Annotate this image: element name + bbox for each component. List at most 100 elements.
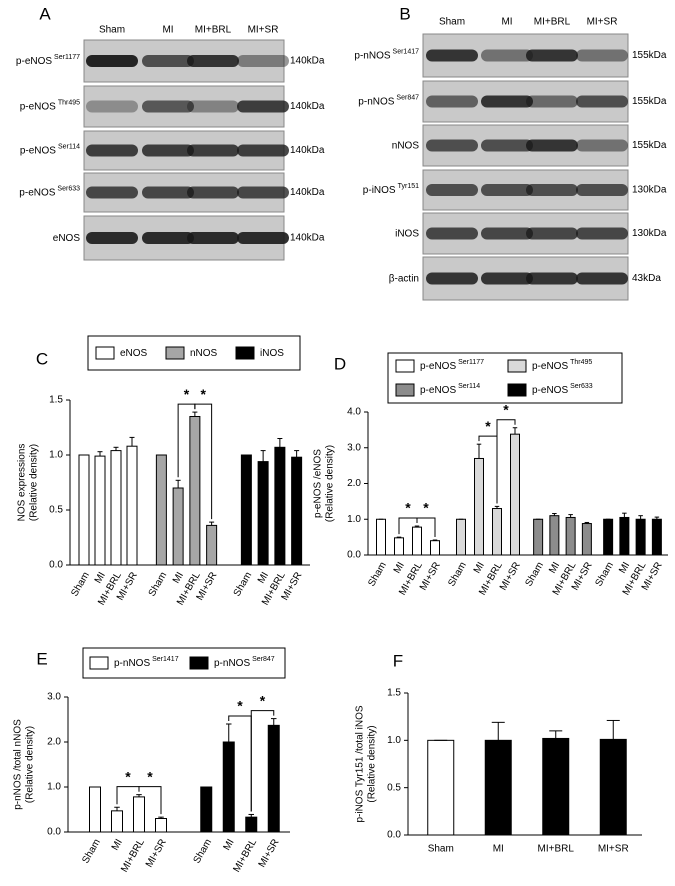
- legend-label: p-eNOS Ser633: [532, 383, 593, 396]
- x-tick-label: Sham: [593, 560, 616, 588]
- bar: [542, 737, 570, 836]
- band: [426, 184, 478, 196]
- legend-box: [87, 335, 301, 371]
- legend-label-superscript: Ser633: [570, 383, 593, 390]
- significance-label: *: [405, 500, 411, 516]
- legend-label-main: iNOS: [260, 348, 284, 359]
- bar: [291, 456, 303, 566]
- row-label: β-actin: [389, 273, 419, 284]
- bar: [245, 816, 258, 833]
- bar: [155, 818, 167, 833]
- y-tick-label: 1.0: [347, 514, 361, 525]
- y-axis-label: (Relative density): [325, 445, 336, 522]
- bar: [394, 537, 404, 556]
- band: [526, 95, 578, 108]
- row-label: p-nNOS Ser1417: [354, 48, 419, 61]
- molecular-weight: 140kDa: [290, 145, 325, 156]
- legend-swatch: [89, 656, 109, 670]
- legend-swatch: [507, 359, 527, 373]
- row-label: iNOS: [395, 228, 419, 239]
- column-label: MI: [501, 17, 512, 28]
- legend-label: iNOS: [260, 348, 284, 359]
- band: [237, 186, 289, 199]
- row-label-main: p-nNOS: [354, 50, 390, 61]
- row-label-superscript: Ser1177: [54, 54, 80, 61]
- legend-label: p-eNOS Ser1177: [420, 359, 484, 372]
- legend-label-main: p-nNOS: [114, 658, 150, 669]
- row-label-main: iNOS: [395, 228, 419, 239]
- band: [481, 139, 533, 152]
- legend-swatch: [235, 346, 255, 360]
- band: [526, 272, 578, 285]
- legend-swatch: [395, 383, 415, 397]
- legend-label-main: p-eNOS: [532, 385, 568, 396]
- y-tick-label: 2.0: [47, 737, 61, 748]
- significance-label: *: [125, 768, 131, 784]
- x-tick-label: Sham: [523, 560, 546, 588]
- band: [526, 184, 578, 196]
- bar: [599, 738, 627, 836]
- y-tick-label: 2.0: [347, 478, 361, 489]
- y-axis-label: (Relative density): [367, 725, 378, 802]
- bar: [533, 518, 544, 556]
- row-label-superscript: Ser847: [396, 94, 419, 101]
- y-tick-label: 3.0: [347, 442, 361, 453]
- band: [576, 227, 628, 240]
- x-tick-label: MI+SR: [598, 844, 629, 855]
- bar: [240, 454, 252, 566]
- band: [142, 232, 194, 244]
- band: [237, 232, 289, 244]
- x-tick-label: MI: [171, 570, 186, 585]
- x-tick-label: Sham: [232, 570, 255, 598]
- molecular-weight: 140kDa: [290, 187, 325, 198]
- x-tick-label: Sham: [80, 837, 103, 865]
- bar: [510, 433, 520, 556]
- column-label: MI+SR: [248, 25, 279, 36]
- band: [526, 139, 578, 152]
- band: [576, 184, 628, 196]
- panel-label: B: [399, 4, 410, 23]
- y-tick-label: 0.0: [387, 830, 401, 841]
- band: [86, 144, 138, 157]
- bar: [635, 518, 646, 556]
- legend-swatch: [165, 346, 185, 360]
- panel-label: C: [36, 349, 48, 368]
- legend-box: [82, 647, 286, 679]
- legend-label: p-nNOS Ser1417: [114, 656, 179, 669]
- bar: [172, 487, 184, 566]
- x-tick-label: MI: [256, 570, 271, 585]
- legend-label-superscript: Ser1177: [458, 359, 484, 366]
- row-label-superscript: Thr495: [58, 99, 80, 106]
- y-axis-label: (Relative density): [29, 444, 40, 521]
- row-label-main: p-eNOS: [20, 101, 56, 112]
- band: [426, 139, 478, 152]
- legend-label-superscript: Ser847: [252, 656, 275, 663]
- molecular-weight: 130kDa: [632, 228, 667, 239]
- band: [426, 227, 478, 240]
- significance-label: *: [260, 692, 266, 708]
- band: [237, 100, 289, 113]
- legend-swatch: [95, 346, 115, 360]
- bar: [257, 461, 269, 566]
- row-label-superscript: Ser1417: [393, 48, 420, 55]
- band: [86, 55, 138, 67]
- row-label: p-nNOS Ser847: [358, 94, 419, 107]
- y-axis-label: p-eNOS /eNOS: [313, 449, 324, 518]
- bar: [155, 454, 167, 566]
- legend-swatch: [507, 383, 527, 397]
- y-tick-label: 1.0: [47, 782, 61, 793]
- y-tick-label: 0.0: [47, 827, 61, 838]
- column-label: MI: [162, 25, 173, 36]
- row-label-superscript: Ser633: [57, 185, 80, 192]
- x-tick-label: MI: [493, 844, 504, 855]
- significance-bracket: [138, 786, 162, 815]
- legend-label-superscript: Thr495: [570, 359, 592, 366]
- legend-label: nNOS: [190, 348, 218, 359]
- row-label-main: eNOS: [53, 233, 81, 244]
- significance-label: *: [184, 386, 190, 402]
- significance-bracket: [250, 710, 275, 812]
- y-axis-label: p-nNOS /total nNOS: [13, 719, 24, 810]
- row-label-main: p-eNOS: [16, 56, 52, 67]
- panel-label: D: [334, 354, 346, 373]
